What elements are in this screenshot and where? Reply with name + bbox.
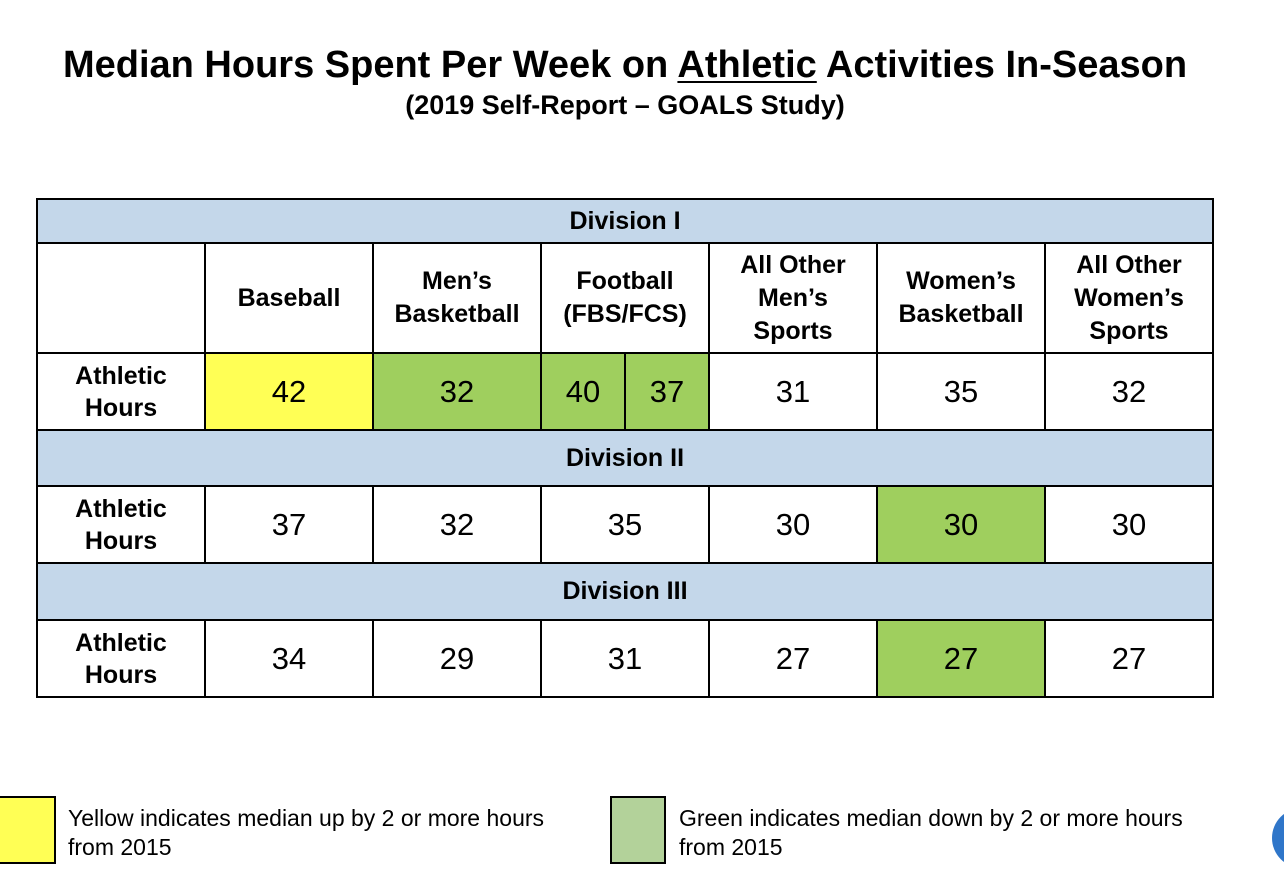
title-emphasis: Athletic [677, 44, 817, 86]
row-label-line: Athletic [75, 628, 167, 657]
column-header-other-womens: All Other Women’s Sports [1043, 242, 1215, 354]
header-line: Sports [753, 316, 833, 345]
header-line: Women’s [1074, 283, 1184, 312]
header-line: (FBS/FCS) [563, 300, 687, 328]
header-line: Women’s [906, 267, 1016, 295]
header-line: Men’s [422, 267, 492, 295]
legend-green-swatch [610, 796, 666, 864]
value-cell: 37 [624, 352, 710, 431]
header-line: Basketball [898, 300, 1024, 328]
value-cell: 27 [876, 619, 1046, 698]
empty-corner-cell [36, 242, 206, 354]
value-cell: 30 [708, 485, 878, 564]
column-header-womens-basketball: Women’s Basketball [876, 242, 1046, 354]
column-header-football: Football (FBS/FCS) [540, 242, 710, 354]
value-cell: 32 [372, 485, 542, 564]
value-cell: 27 [1043, 619, 1215, 698]
value-cell: 29 [372, 619, 542, 698]
value-cell: 42 [204, 352, 374, 431]
header-line: Baseball [237, 283, 341, 312]
division-label: Division I [35, 198, 1215, 244]
legend-yellow-swatch [0, 796, 56, 864]
value-cell: 40 [540, 352, 626, 431]
data-row-division-i: Athletic Hours 42 32 40 37 31 35 32 [36, 352, 1215, 431]
data-row-division-iii: Athletic Hours 34 29 31 27 27 27 [36, 619, 1215, 698]
division-label: Division III [35, 562, 1215, 621]
value-cell: 34 [204, 619, 374, 698]
header-line: Men’s [758, 283, 828, 312]
legend-line: Yellow indicates median up by 2 or more … [68, 805, 545, 831]
header-line: Football [576, 267, 674, 295]
value-cell: 31 [708, 352, 878, 431]
data-row-division-ii: Athletic Hours 37 32 35 30 30 30 [36, 485, 1215, 564]
division-header-row: Division II [35, 429, 1215, 487]
row-label-line: Athletic [75, 361, 167, 390]
column-header-mens-basketball: Men’s Basketball [372, 242, 542, 354]
value-cell: 32 [372, 352, 542, 431]
value-cell: 37 [204, 485, 374, 564]
chart-subtitle: (2019 Self-Report – GOALS Study) [405, 90, 845, 120]
legend-line: Green indicates median down by 2 or more… [679, 805, 1183, 831]
corner-circle-icon [1272, 808, 1284, 868]
division-header-row: Division I [35, 198, 1215, 244]
row-label-line: Hours [84, 526, 158, 555]
row-label: Athletic Hours [36, 485, 206, 564]
row-label: Athletic Hours [36, 619, 206, 698]
header-line: All Other [1076, 250, 1182, 279]
legend-line: from 2015 [68, 834, 172, 860]
column-header-baseball: Baseball [204, 242, 374, 354]
row-label-line: Athletic [75, 494, 167, 523]
legend-green-text: Green indicates median down by 2 or more… [679, 804, 1183, 862]
header-line: Basketball [394, 300, 520, 328]
division-label: Division II [35, 429, 1215, 487]
column-header-other-mens: All Other Men’s Sports [708, 242, 878, 354]
row-label-line: Hours [84, 660, 158, 689]
division-header-row: Division III [35, 562, 1215, 621]
value-cell: 30 [1043, 485, 1215, 564]
column-header-row: Baseball Men’s Basketball Football (FBS/… [36, 242, 1215, 354]
value-cell: 27 [708, 619, 878, 698]
header-line: Sports [1089, 316, 1169, 345]
hours-table: Division I Baseball Men’s Basketball Foo… [35, 198, 1215, 698]
legend-line: from 2015 [679, 834, 783, 860]
title-prefix: Median Hours Spent Per Week on [62, 44, 678, 86]
value-cell: 35 [876, 352, 1046, 431]
value-cell: 35 [540, 485, 710, 564]
header-line: All Other [740, 250, 846, 279]
title-suffix: Activities In-Season [816, 44, 1188, 86]
value-cell: 31 [540, 619, 710, 698]
row-label-line: Hours [84, 393, 158, 422]
chart-title: Median Hours Spent Per Week on Athletic … [0, 42, 1250, 88]
value-cell: 32 [1043, 352, 1215, 431]
value-cell: 30 [876, 485, 1046, 564]
legend-yellow-text: Yellow indicates median up by 2 or more … [68, 804, 544, 862]
row-label: Athletic Hours [36, 352, 206, 431]
